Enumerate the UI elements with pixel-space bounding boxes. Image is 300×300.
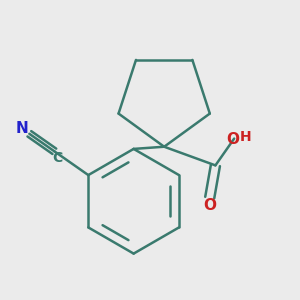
Text: C: C bbox=[52, 152, 63, 165]
Text: H: H bbox=[240, 130, 252, 144]
Text: N: N bbox=[16, 121, 28, 136]
Text: O: O bbox=[226, 132, 240, 147]
Text: O: O bbox=[203, 198, 216, 213]
